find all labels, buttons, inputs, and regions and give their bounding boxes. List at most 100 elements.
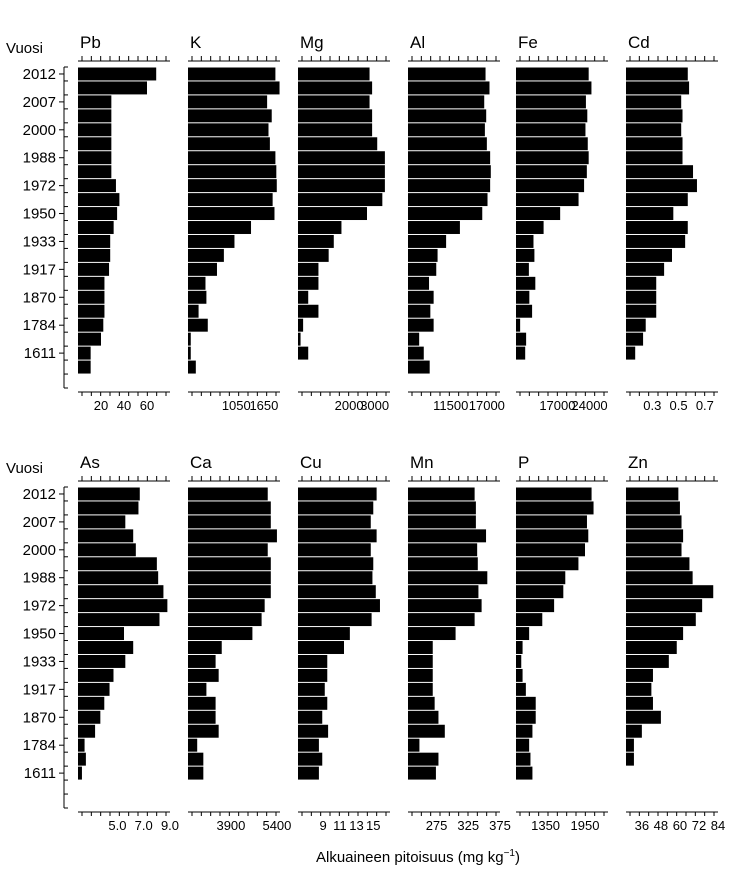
bar <box>298 332 301 346</box>
bar <box>626 627 684 641</box>
bar <box>408 668 433 682</box>
bar <box>78 81 147 95</box>
bar <box>516 710 536 724</box>
y-tick-label: 2007 <box>23 514 56 531</box>
bar <box>188 290 207 304</box>
bar <box>298 207 367 221</box>
bar <box>298 571 373 585</box>
y-tick-label: 1933 <box>23 653 56 670</box>
bar <box>78 207 118 221</box>
bar <box>78 654 126 668</box>
bar <box>78 710 101 724</box>
panel-ca: Ca 3900 5400 <box>188 453 291 833</box>
bar <box>188 752 204 766</box>
bar <box>78 165 112 179</box>
bar <box>188 346 191 360</box>
bar <box>626 248 672 262</box>
bar <box>408 613 475 627</box>
bar <box>408 752 439 766</box>
bar <box>78 724 96 738</box>
bar <box>188 221 252 234</box>
bar <box>626 696 653 710</box>
bar <box>78 193 120 207</box>
bar <box>408 543 478 557</box>
bar <box>78 543 136 557</box>
bar <box>188 724 219 738</box>
bar <box>516 738 530 752</box>
bar <box>626 81 690 95</box>
bar <box>78 515 126 529</box>
bar <box>78 221 114 234</box>
bar <box>188 599 265 613</box>
bar <box>408 207 483 221</box>
bar <box>516 529 589 543</box>
x-tick-label: 375 <box>489 818 511 833</box>
bar <box>408 515 476 529</box>
bar <box>188 515 271 529</box>
bar <box>78 179 116 193</box>
bar <box>298 95 370 109</box>
bar <box>516 766 533 780</box>
bar <box>298 641 344 654</box>
bar <box>188 95 268 109</box>
bar <box>626 641 677 654</box>
bar <box>188 193 273 207</box>
panel-title: Ca <box>190 453 212 472</box>
bar <box>188 360 196 374</box>
bar <box>188 501 271 515</box>
bar <box>516 262 529 276</box>
panel-title: Zn <box>628 453 648 472</box>
bar <box>626 529 684 543</box>
x-tick-label: 60 <box>140 398 154 413</box>
bar <box>188 641 222 654</box>
bar <box>408 696 435 710</box>
x-tick-label: 1350 <box>531 818 560 833</box>
bar <box>516 290 530 304</box>
bar <box>188 151 276 165</box>
bar <box>516 585 564 599</box>
bar <box>516 221 544 234</box>
bar <box>298 529 377 543</box>
bar <box>298 668 328 682</box>
x-tick-label: 0.5 <box>670 398 688 413</box>
bar <box>516 752 531 766</box>
bar <box>78 696 105 710</box>
bar <box>408 137 487 151</box>
x-tick-label: 0.7 <box>696 398 714 413</box>
bar <box>78 276 105 290</box>
y-axis-title: Vuosi <box>6 40 43 57</box>
bar <box>626 682 652 696</box>
bar <box>626 738 634 752</box>
panel-title: Al <box>410 33 425 52</box>
bar <box>408 234 447 248</box>
y-tick-label: 1950 <box>23 206 56 223</box>
bar <box>78 599 168 613</box>
bar <box>298 165 385 179</box>
bar <box>298 262 319 276</box>
bar <box>516 123 586 137</box>
y-tick-label: 2012 <box>23 66 56 83</box>
bar <box>78 571 159 585</box>
bar <box>298 654 328 668</box>
bar <box>516 543 585 557</box>
y-tick-label: 1933 <box>23 233 56 250</box>
bar <box>188 81 280 95</box>
bar <box>188 543 268 557</box>
bar <box>78 641 134 654</box>
bar <box>516 179 585 193</box>
bar <box>626 501 680 515</box>
bar <box>298 515 371 529</box>
bar <box>78 304 105 318</box>
y-tick-label: 2000 <box>23 122 56 139</box>
bar <box>78 752 86 766</box>
x-axis-title: Alkuaineen pitoisuus (mg kg−1) <box>316 848 520 866</box>
bar <box>78 557 157 571</box>
bar <box>516 207 561 221</box>
bar <box>298 627 350 641</box>
bar <box>516 501 594 515</box>
bar <box>626 752 634 766</box>
bar <box>408 151 491 165</box>
bar <box>188 137 270 151</box>
